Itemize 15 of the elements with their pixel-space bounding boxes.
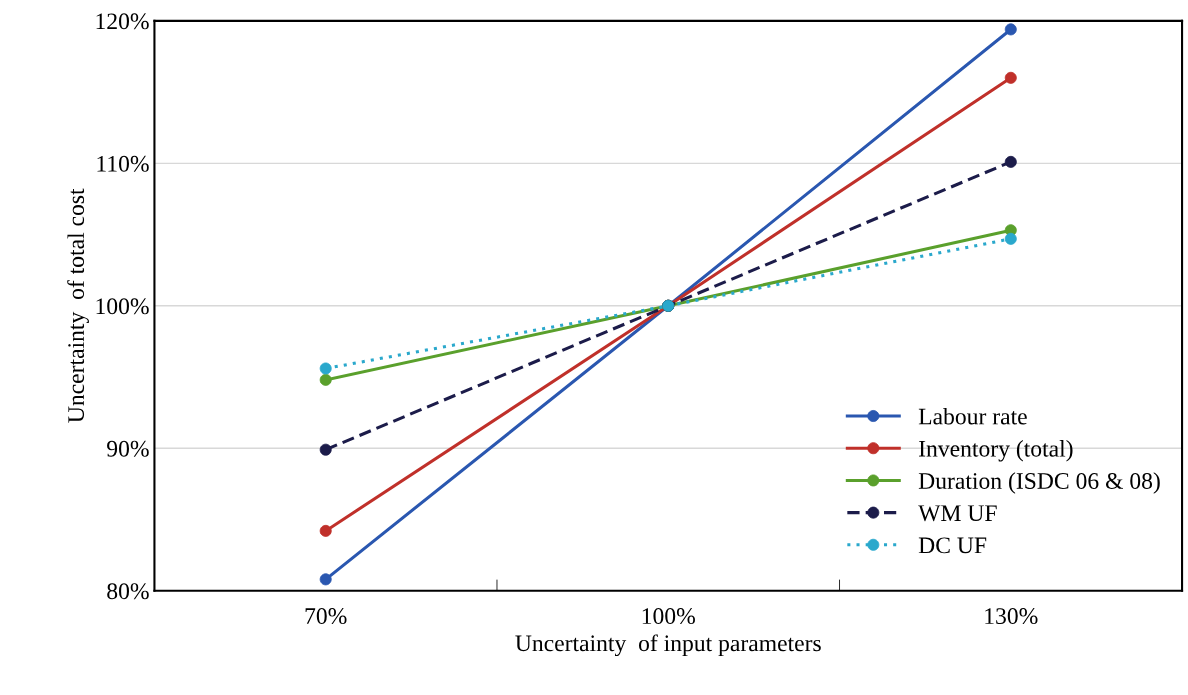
legend-label: WM UF [918, 505, 997, 522]
legend-label: Labour rate [918, 407, 1027, 425]
legend-label: Inventory (total) [919, 440, 1073, 462]
y-tick-label: 120% [96, 13, 149, 30]
y-axis-title: Uncertainty of total cost [67, 188, 89, 423]
legend-label: Duration (ISDC 06 & 08) [918, 472, 1160, 494]
y-tick-label: 80% [107, 583, 149, 600]
x-tick-label: 100% [642, 608, 695, 625]
x-axis-title: Uncertainty of input parameters [515, 634, 821, 657]
y-tick-label: 100% [96, 298, 149, 315]
x-tick-label: 130% [985, 608, 1038, 625]
x-tick-label: 70% [305, 608, 347, 625]
y-tick-label: 110% [97, 155, 149, 172]
y-tick-label: 90% [107, 440, 149, 457]
legend-label: DC UF [918, 537, 987, 554]
